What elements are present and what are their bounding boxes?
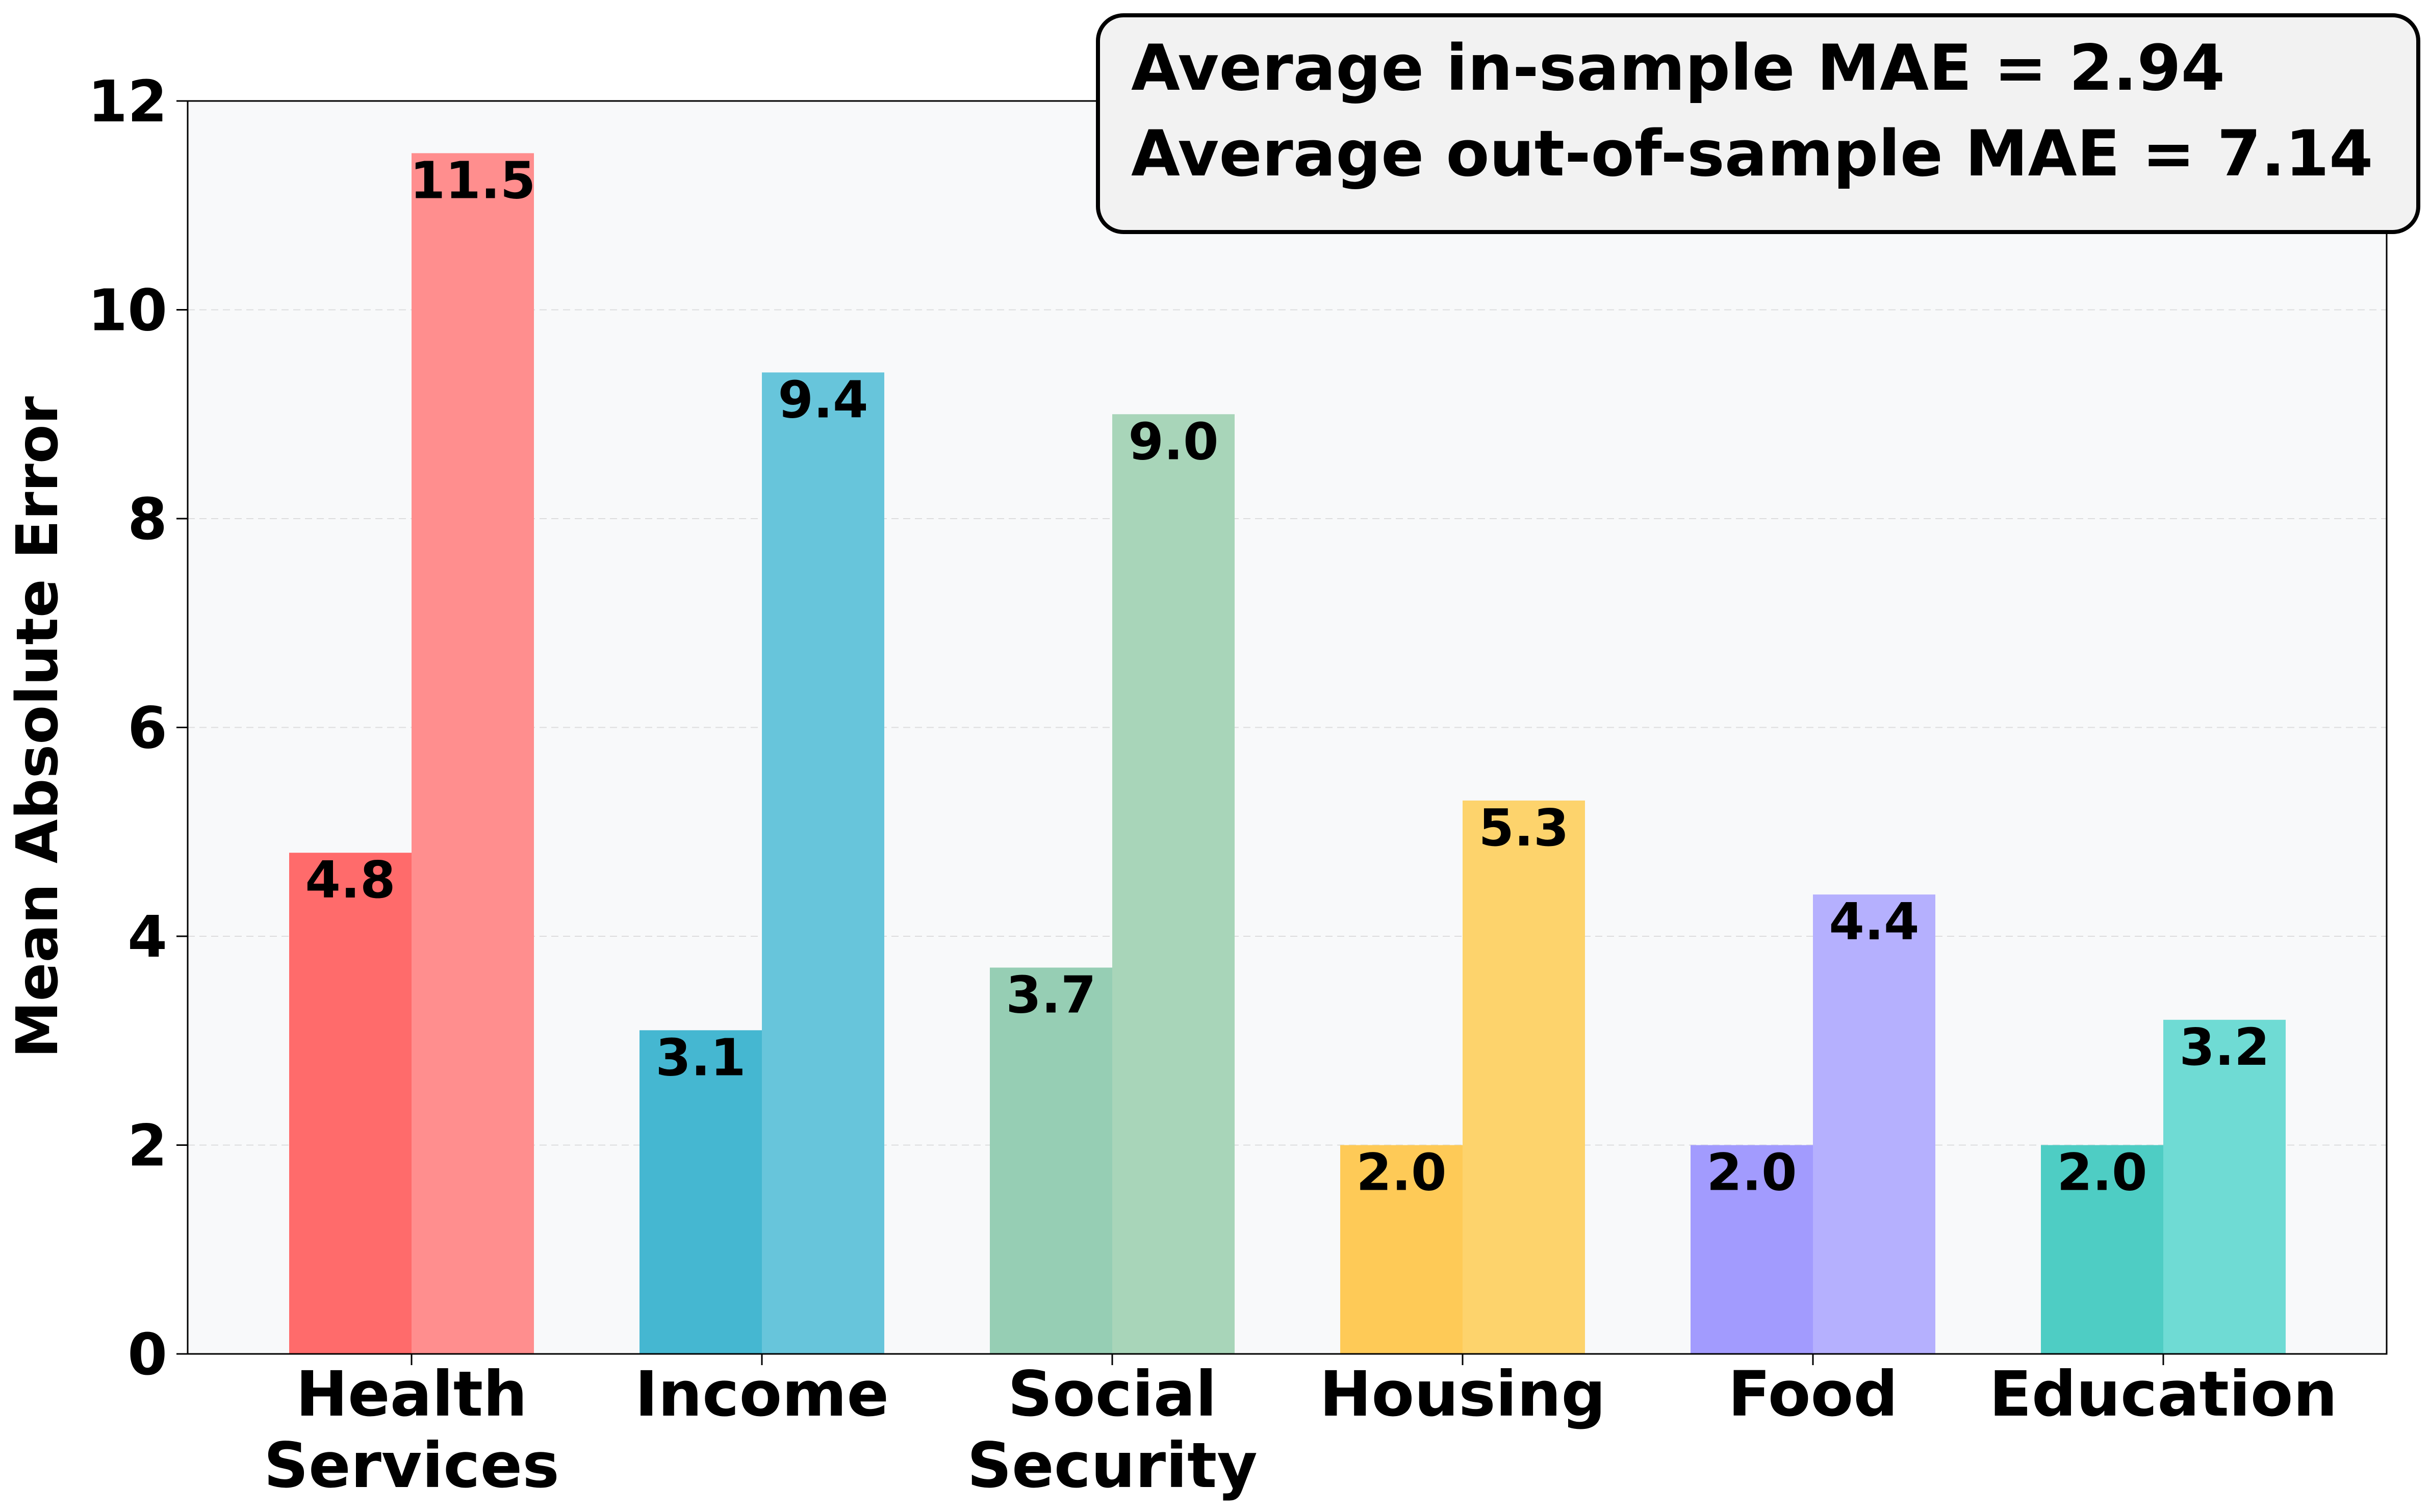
x-tick-label: Security [967,1429,1258,1502]
y-axis-label: Mean Absolute Error [5,396,71,1058]
y-tick-label: 10 [88,278,167,344]
gridlines [188,309,2387,1146]
x-tick-label: Social [1008,1358,1217,1430]
bar-out-of-sample [1463,800,1585,1354]
bar-out-of-sample [1112,414,1235,1354]
bar-value-label: 4.4 [1829,892,1919,952]
x-tick-label: Education [1989,1358,2338,1430]
y-tick-label: 12 [88,69,167,135]
bar-value-label: 9.0 [1128,412,1218,471]
x-tick-label: Housing [1319,1358,1605,1430]
y-tick-label: 8 [127,486,167,553]
bar-out-of-sample [1813,894,1935,1354]
bar-value-label: 4.8 [305,850,395,910]
bar-value-label: 3.7 [1006,965,1096,1024]
y-tick-label: 0 [127,1322,167,1388]
bar-in-sample [640,1030,762,1354]
y-axis-ticks: 0 2 4 6 8 10 12 [88,69,188,1388]
bars [289,153,2286,1354]
bar-value-label: 11.5 [410,150,536,210]
bar-in-sample [1340,1145,1463,1354]
bar-value-labels: 4.8 11.5 3.1 9.4 3.7 9.0 2.0 5.3 2.0 4.4 2.0 3.2 [305,150,2269,1202]
y-tick-label: 4 [127,904,167,970]
bar-in-sample [990,967,1112,1354]
bar-out-of-sample [412,153,534,1354]
annotation-line-out-of-sample: Average out-of-sample MAE = 7.14 [1131,117,2373,191]
summary-annotation-box: Average in-sample MAE = 2.94 Average out… [1096,13,2420,234]
bar-value-label: 2.0 [1706,1143,1797,1202]
y-tick-label: 6 [127,696,167,762]
bar-value-label: 2.0 [2057,1143,2147,1202]
bar-value-label: 5.3 [1478,798,1569,858]
x-tick-label: Health [296,1358,527,1430]
bar-value-label: 3.1 [655,1028,746,1087]
bar-value-label: 3.2 [2179,1017,2269,1077]
bar-in-sample [2041,1145,2163,1354]
bar-out-of-sample [762,372,884,1354]
bar-value-label: 9.4 [778,370,868,429]
bar-value-label: 2.0 [1356,1143,1446,1202]
x-tick-label: Income [635,1358,889,1430]
x-tick-label: Food [1728,1358,1898,1430]
y-tick-label: 2 [127,1113,167,1180]
annotation-line-in-sample: Average in-sample MAE = 2.94 [1131,32,2225,105]
x-tick-label: Services [264,1429,559,1502]
bar-in-sample [1691,1145,1813,1354]
bar-out-of-sample [2163,1019,2286,1354]
bar-in-sample [289,853,412,1354]
